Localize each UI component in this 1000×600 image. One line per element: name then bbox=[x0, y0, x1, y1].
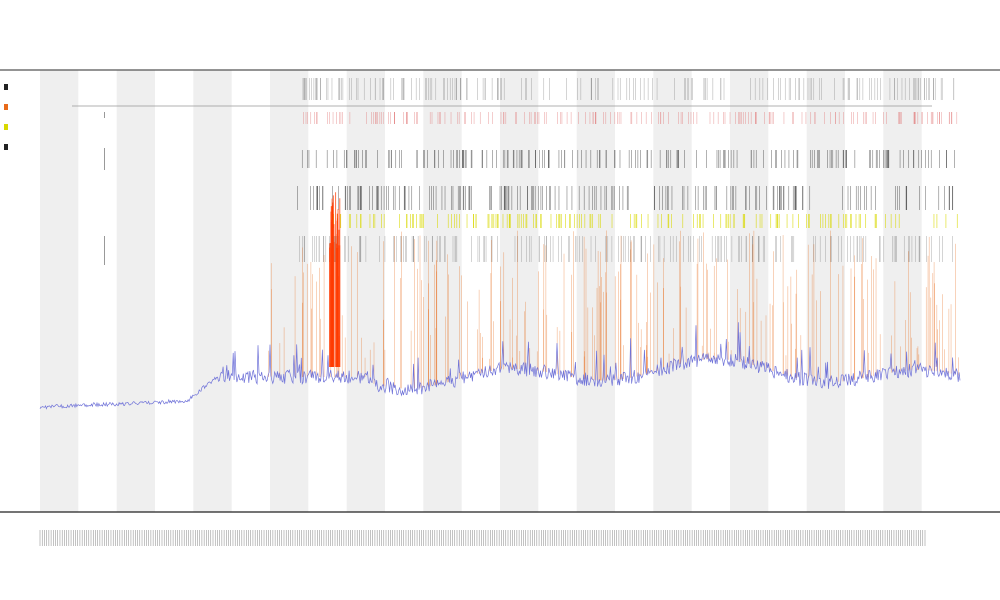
background-band bbox=[500, 70, 539, 512]
legend-swatch bbox=[4, 124, 8, 130]
background-band bbox=[806, 70, 845, 512]
legend bbox=[4, 84, 8, 150]
background-band bbox=[40, 70, 79, 512]
background-band bbox=[653, 70, 692, 512]
background-band bbox=[346, 70, 385, 512]
background-band bbox=[423, 70, 462, 512]
background-band bbox=[270, 70, 309, 512]
background-band bbox=[193, 70, 232, 512]
yellow-band-marks bbox=[333, 214, 958, 228]
legend-swatch bbox=[4, 84, 8, 90]
legend-swatch bbox=[4, 104, 8, 110]
background-bands bbox=[40, 70, 922, 512]
background-band bbox=[116, 70, 155, 512]
background-band bbox=[576, 70, 615, 512]
background-band bbox=[730, 70, 769, 512]
baseline-series-line bbox=[39, 322, 961, 410]
background-band bbox=[883, 70, 922, 512]
legend-swatch bbox=[4, 144, 8, 150]
x-tick-labels bbox=[39, 530, 926, 546]
annotation-marks bbox=[104, 78, 958, 265]
spike-lines bbox=[268, 192, 959, 389]
